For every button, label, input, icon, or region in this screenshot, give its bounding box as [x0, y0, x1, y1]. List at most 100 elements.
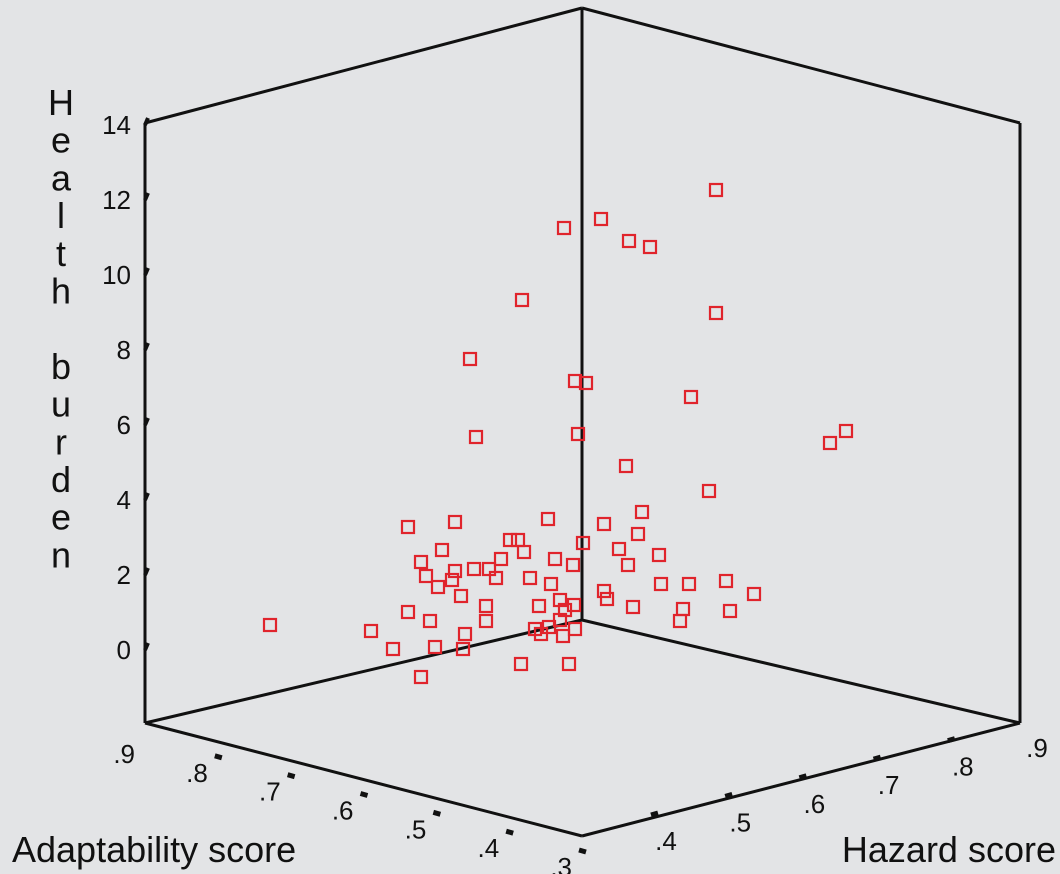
data-point [422, 613, 438, 629]
data-point [621, 233, 637, 249]
data-point [413, 669, 429, 685]
data-point [455, 641, 471, 657]
z-tick-label: .6 [804, 789, 826, 819]
data-point [718, 573, 734, 589]
data-point [565, 557, 581, 573]
z-axis-title: Hazard score [842, 829, 1056, 870]
data-point [838, 423, 854, 439]
y-tick-label: 12 [102, 185, 131, 215]
x-tick-label: .5 [405, 814, 427, 844]
y-tick-label: 8 [117, 335, 131, 365]
y-axis-title-letter: e [51, 497, 71, 538]
data-point [570, 426, 586, 442]
data-point [575, 535, 591, 551]
data-point [722, 603, 738, 619]
top-left-edge [144, 6, 583, 125]
data-point [578, 375, 594, 391]
data-point [547, 551, 563, 567]
x-tick-label: .6 [332, 796, 354, 826]
y-axis-title-letter: d [51, 459, 71, 500]
y-axis-title-letter: a [51, 157, 72, 198]
y-axis-title-letter: t [56, 233, 66, 274]
y-tick-mark [143, 492, 150, 501]
y-tick-mark [143, 117, 150, 126]
y-tick-label: 2 [117, 560, 131, 590]
y-tick-label: 10 [102, 260, 131, 290]
data-point [516, 544, 532, 560]
floor-right-edge [581, 618, 1021, 725]
data-point [701, 483, 717, 499]
data-point [642, 239, 658, 255]
z-tick-labels: .4 .5 .6 .7 .8 .9 [655, 733, 1048, 856]
data-point [510, 532, 526, 548]
x-tick-label: .4 [477, 833, 499, 863]
y-axis-title-letter: H [48, 82, 74, 123]
x-tick-mark [432, 809, 442, 817]
box-frame [143, 6, 1022, 838]
y-tick-marks [143, 117, 150, 651]
data-point [599, 591, 615, 607]
data-point [418, 568, 434, 584]
y-axis-title-letter: u [51, 384, 71, 425]
y-tick-label: 14 [102, 110, 131, 140]
x-tick-mark [578, 847, 587, 855]
data-point [531, 598, 547, 614]
data-point [385, 641, 401, 657]
x-tick-mark [359, 791, 369, 798]
data-point [434, 542, 450, 558]
z-tick-label: .4 [655, 826, 677, 856]
y-tick-mark [143, 567, 150, 576]
top-right-edge [581, 6, 1021, 125]
data-point [502, 532, 518, 548]
data-point [681, 576, 697, 592]
y-tick-mark [143, 342, 150, 351]
y-tick-label: 6 [117, 410, 131, 440]
data-point [651, 547, 667, 563]
z-tick-marks [650, 736, 956, 818]
data-point [653, 576, 669, 592]
data-point [444, 572, 460, 588]
data-point [493, 551, 509, 567]
data-point [413, 554, 429, 570]
z-tick-mark [650, 810, 659, 818]
x-tick-mark [505, 828, 514, 836]
x-tick-label: .3 [550, 852, 572, 874]
y-axis-title-letter: r [55, 421, 67, 462]
data-point [527, 621, 543, 637]
z-tick-label: .7 [878, 770, 900, 800]
data-point [513, 656, 529, 672]
y-tick-label: 4 [117, 485, 131, 515]
data-point [543, 576, 559, 592]
data-point [468, 429, 484, 445]
data-point [457, 626, 473, 642]
data-point [522, 570, 538, 586]
data-point [478, 613, 494, 629]
z-tick-label: .5 [729, 807, 751, 837]
data-point [453, 588, 469, 604]
data-point [596, 516, 612, 532]
x-axis-title: Adaptability score [12, 829, 296, 870]
y-axis-title-letter: l [57, 195, 65, 236]
data-point [540, 511, 556, 527]
x-tick-mark [286, 772, 296, 780]
data-point [708, 182, 724, 198]
data-point [478, 598, 494, 614]
x-tick-labels: .9 .8 .7 .6 .5 .4 .3 [113, 739, 572, 874]
data-point [611, 541, 627, 557]
data-point [596, 583, 612, 599]
y-axis-title-letter: n [51, 534, 71, 575]
data-point [618, 458, 634, 474]
data-point [400, 604, 416, 620]
data-point [630, 526, 646, 542]
data-point [675, 601, 691, 617]
y-tick-label: 0 [117, 635, 131, 665]
data-point [822, 435, 838, 451]
data-point [462, 351, 478, 367]
data-point [567, 621, 583, 637]
data-point [447, 563, 463, 579]
data-point [593, 211, 609, 227]
y-axis-title-letter: e [51, 120, 71, 161]
z-tick-mark [872, 754, 882, 762]
